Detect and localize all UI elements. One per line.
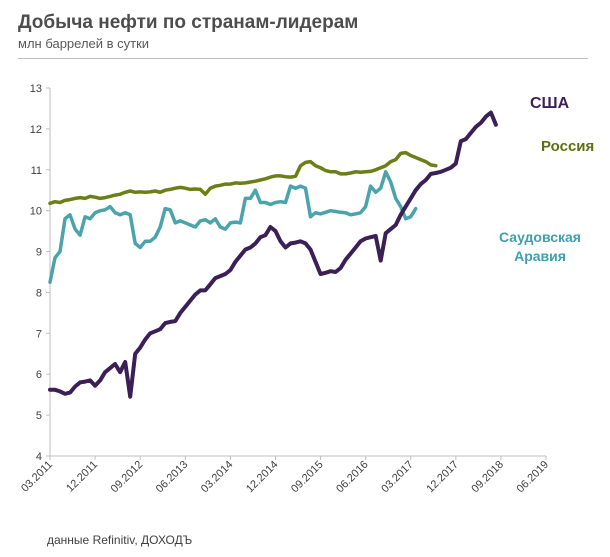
y-tick-label: 9	[36, 247, 42, 259]
x-tick-label: 09.2018	[469, 459, 506, 496]
y-axis-ticks: 4 5 6 7 8 9 10 11 12 13	[30, 83, 50, 463]
x-tick-label: 03.2017	[379, 459, 416, 496]
title-divider	[18, 58, 588, 59]
series-label-saudi-line2: Аравия	[514, 248, 566, 264]
y-tick-label: 10	[30, 206, 42, 218]
x-tick-label: 06.2016	[334, 459, 371, 496]
series-label-saudi-line1: Саудовская	[499, 229, 581, 245]
series-label-usa: США	[530, 95, 570, 112]
data-source-note: данные Refinitiv, ДОХОДЪ	[47, 533, 193, 547]
chart-title: Добыча нефти по странам-лидерам	[18, 12, 359, 33]
chart-subtitle: млн баррелей в сутки	[18, 36, 150, 51]
series-line-usa	[48, 110, 498, 399]
x-tick-label: 12.2014	[244, 459, 281, 496]
y-tick-label: 6	[36, 369, 42, 381]
series-line-russia	[48, 150, 438, 206]
y-tick-label: 11	[31, 165, 42, 177]
series-lines	[48, 110, 498, 399]
y-tick-label: 13	[30, 83, 42, 95]
y-tick-label: 4	[36, 451, 42, 463]
y-tick-label: 5	[36, 410, 42, 422]
series-label-russia: Россия	[541, 138, 594, 155]
y-tick-label: 12	[30, 124, 42, 136]
x-tick-label: 03.2014	[199, 459, 236, 496]
series-line-saudi-arabia	[48, 170, 418, 284]
x-tick-label: 12.2011	[64, 459, 100, 495]
x-tick-label: 09.2015	[289, 459, 326, 496]
y-tick-label: 7	[36, 328, 42, 340]
x-axis-ticks: 03.2011 12.2011 09.2012 06.2013 03.2014 12.20…	[19, 456, 551, 495]
x-tick-label: 06.2019	[515, 459, 552, 496]
y-tick-label: 8	[36, 287, 42, 299]
x-tick-label: 09.2012	[109, 459, 146, 496]
x-tick-label: 06.2013	[154, 459, 191, 496]
x-tick-label: 12.2017	[424, 459, 461, 496]
x-tick-label: 03.2011	[19, 459, 55, 495]
